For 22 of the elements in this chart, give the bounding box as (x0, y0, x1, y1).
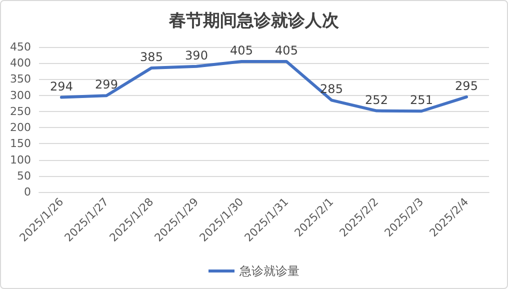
data-label: 285 (320, 82, 343, 96)
y-tick-label: 300 (10, 88, 31, 102)
y-tick-label: 50 (17, 169, 31, 182)
legend-label: 急诊就诊量 (238, 264, 300, 278)
data-label: 295 (455, 78, 478, 93)
y-tick-label: 250 (10, 104, 31, 118)
y-tick-label: 200 (10, 121, 31, 134)
y-tick-label: 450 (10, 40, 31, 54)
data-label: 294 (50, 79, 73, 94)
data-label: 251 (410, 93, 433, 108)
data-label: 390 (185, 48, 208, 62)
data-label: 405 (230, 44, 253, 58)
y-tick-label: 100 (10, 153, 31, 166)
data-label: 299 (95, 78, 118, 92)
y-tick-label: 150 (10, 137, 31, 150)
y-tick-label: 0 (24, 186, 31, 198)
y-tick-label: 400 (10, 56, 31, 70)
chart-title: 春节期间急诊就诊人次 (168, 11, 340, 30)
data-label: 405 (275, 44, 298, 58)
y-tick-label: 350 (10, 72, 31, 86)
data-label: 385 (140, 50, 163, 64)
data-label: 252 (365, 92, 388, 107)
